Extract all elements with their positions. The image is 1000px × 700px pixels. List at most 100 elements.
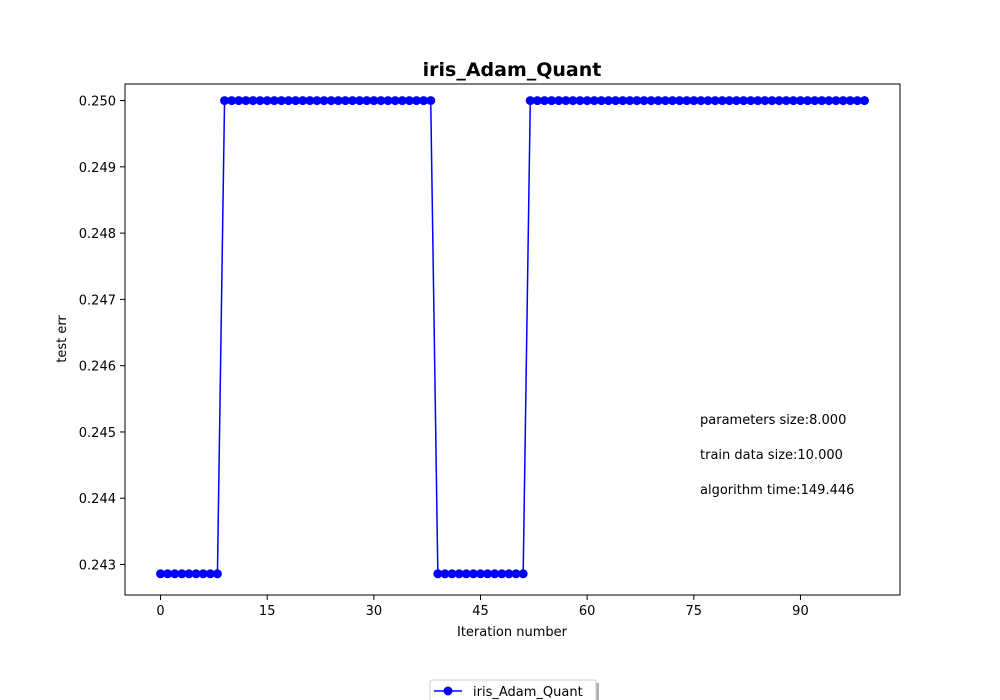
data-point [397, 96, 407, 106]
data-point [639, 96, 649, 106]
data-point [675, 96, 685, 106]
data-point [447, 569, 457, 579]
data-point [824, 96, 834, 106]
data-point [355, 96, 365, 106]
legend-label: iris_Adam_Quant [473, 685, 583, 700]
y-tick-label: 0.246 [79, 360, 116, 375]
data-point [390, 96, 400, 106]
data-point [440, 569, 450, 579]
y-tick-label: 0.243 [79, 559, 116, 574]
data-point [653, 96, 663, 106]
data-point [803, 96, 813, 106]
data-point [603, 96, 613, 106]
x-tick-label: 15 [259, 604, 276, 619]
data-point [497, 569, 507, 579]
data-point [611, 96, 621, 106]
data-point [660, 96, 670, 106]
data-point [511, 569, 521, 579]
x-tick-label: 30 [366, 604, 383, 619]
data-point [191, 569, 201, 579]
data-point [333, 96, 343, 106]
x-tick-label: 90 [792, 604, 809, 619]
chart-title: iris_Adam_Quant [423, 59, 602, 81]
y-tick-label: 0.250 [79, 95, 116, 110]
data-point [426, 96, 436, 106]
annotation-text: algorithm time:149.446 [700, 483, 854, 498]
data-point [276, 96, 286, 106]
data-point [476, 569, 485, 579]
data-point [248, 96, 258, 106]
data-point [746, 96, 756, 106]
data-point [781, 96, 791, 106]
data-point [468, 569, 478, 579]
data-point [525, 96, 535, 106]
y-tick-label: 0.248 [79, 227, 116, 242]
data-point [554, 96, 564, 106]
x-axis: 0 15 30 45 60 75 90 [156, 595, 809, 619]
data-point [547, 96, 557, 106]
data-point [596, 96, 606, 106]
data-point [532, 96, 542, 106]
plot-content [156, 96, 869, 579]
y-tick-label: 0.249 [79, 161, 116, 176]
data-point [724, 96, 734, 106]
series-line [160, 99, 865, 575]
data-point [326, 96, 336, 106]
data-point [774, 96, 784, 106]
legend-box [429, 679, 597, 700]
data-point [845, 96, 855, 106]
data-point [461, 569, 471, 579]
data-point [177, 569, 187, 579]
data-point [582, 96, 592, 106]
data-point [404, 96, 414, 106]
x-tick-label: 0 [156, 604, 164, 619]
data-point [383, 96, 393, 106]
data-point [632, 96, 642, 106]
data-point [227, 96, 237, 106]
plot-frame [124, 83, 901, 596]
data-point [220, 96, 230, 106]
data-point [646, 96, 656, 106]
data-point [838, 96, 848, 106]
annotation-text: train data size:10.000 [700, 448, 843, 463]
y-axis: 0.243 0.244 0.245 0.246 0.247 0.248 0.249 0.250 [79, 95, 125, 574]
annotation-text: parameters size:8.000 [700, 413, 846, 428]
x-tick-label: 75 [686, 604, 703, 619]
data-point [817, 96, 827, 106]
data-point [234, 96, 244, 106]
data-point [291, 96, 301, 106]
data-point [348, 96, 358, 106]
annotations: parameters size:8.000 train data size:10.… [700, 413, 854, 498]
data-point [305, 96, 315, 106]
data-point [319, 96, 329, 106]
data-point [212, 569, 222, 579]
data-point [419, 96, 429, 106]
data-point [255, 96, 265, 106]
data-point [205, 569, 215, 579]
data-point [682, 96, 692, 106]
data-point [767, 96, 777, 106]
data-point [788, 96, 798, 106]
data-point [298, 96, 308, 106]
data-point [540, 96, 549, 106]
data-point [454, 569, 464, 579]
data-point [710, 96, 720, 106]
legend: iris_Adam_Quant [429, 679, 599, 700]
data-point [859, 96, 869, 106]
legend-marker-swatch [443, 686, 453, 696]
data-point [518, 569, 528, 579]
data-point [731, 96, 741, 106]
data-point [667, 96, 677, 106]
data-point [483, 569, 493, 579]
data-point [625, 96, 635, 106]
data-point [340, 96, 350, 106]
data-point [156, 569, 166, 579]
data-point [433, 569, 443, 579]
data-point [490, 569, 500, 579]
data-point [689, 96, 699, 106]
y-tick-label: 0.244 [79, 492, 116, 507]
data-point [831, 96, 841, 106]
data-point [810, 96, 820, 106]
data-point [703, 96, 713, 106]
data-point [561, 96, 571, 106]
